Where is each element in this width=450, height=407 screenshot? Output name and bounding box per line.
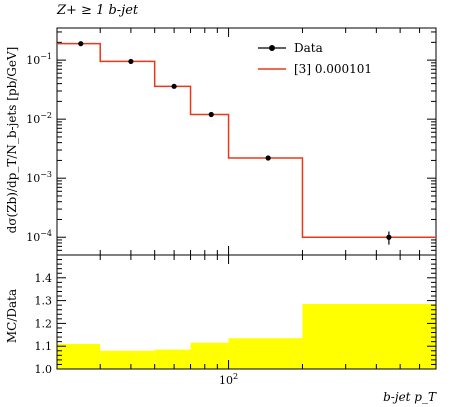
ratio-ytick-label: 1.3 xyxy=(35,295,53,308)
ratio-band-bin xyxy=(190,342,229,369)
ratio-frame xyxy=(56,254,437,370)
ratio-ytick-label: 1.0 xyxy=(35,363,53,376)
main-ytick-label: 10−3 xyxy=(26,170,52,185)
data-point xyxy=(78,41,84,47)
data-point xyxy=(265,155,271,161)
legend-mc-label: [3] 0.000101 xyxy=(294,62,372,76)
data-point xyxy=(208,111,214,118)
legend: Data [3] 0.000101 xyxy=(258,41,372,76)
ratio-ytick-label: 1.1 xyxy=(35,340,53,353)
main-plot: 10−4 10−3 10−2 10−1 xyxy=(26,27,437,256)
main-ytick-label: 10−1 xyxy=(26,52,52,67)
data-point xyxy=(171,83,177,89)
ratio-band-bin xyxy=(100,350,155,369)
xlabel: b-jet p_T xyxy=(383,390,437,404)
main-ytick-label: 10−4 xyxy=(26,229,52,244)
data-point xyxy=(128,58,134,65)
ratio-plot: 102 1.0 1.1 1.2 1.3 1.4 xyxy=(35,254,437,387)
ratio-ylabel: MC/Data xyxy=(5,289,19,343)
ratio-ytick-label: 1.4 xyxy=(35,272,53,285)
mc-histogram-line xyxy=(57,42,436,238)
legend-data-label: Data xyxy=(294,41,323,55)
ratio-band-bin xyxy=(228,338,303,369)
ratio-ytick-label: 1.2 xyxy=(35,317,53,330)
legend-data-marker xyxy=(269,45,275,51)
ratio-band-bin xyxy=(57,343,101,369)
main-ytick-label: 10−2 xyxy=(26,111,52,126)
main-ylabel: dσ(Zb)/dp_T/N_b-jets [pb/GeV] xyxy=(5,47,19,234)
x-tick-label: 102 xyxy=(219,372,238,387)
ratio-band-bin xyxy=(154,349,191,369)
data-point xyxy=(386,234,392,240)
ratio-band-bin xyxy=(302,304,436,369)
chart-title: Z+ ≥ 1 b-jet xyxy=(56,3,139,18)
